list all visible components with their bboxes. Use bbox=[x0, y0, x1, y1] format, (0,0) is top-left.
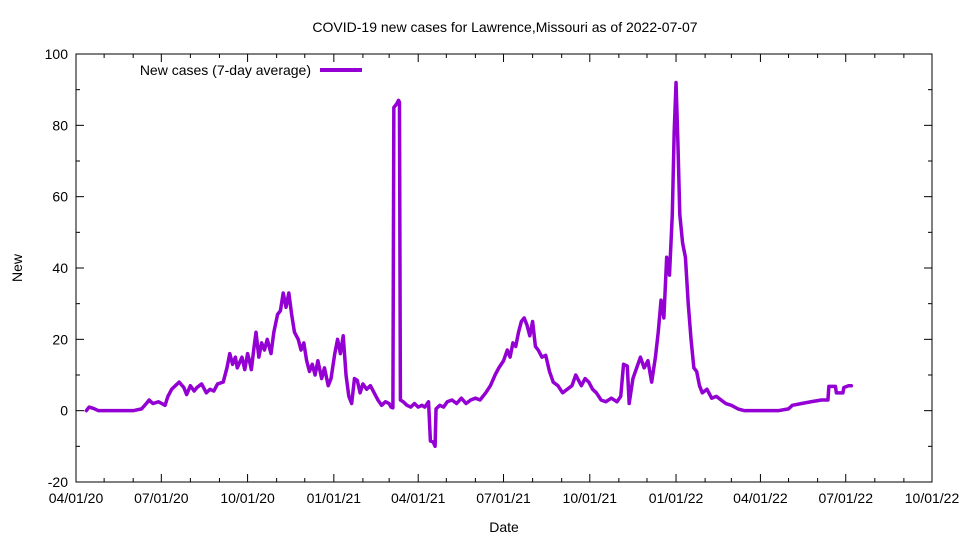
x-tick-label: 04/01/21 bbox=[391, 490, 446, 506]
plot-area-border bbox=[75, 53, 933, 483]
series-line-0 bbox=[84, 80, 854, 449]
x-tick-label: 07/01/21 bbox=[476, 490, 531, 506]
x-axis: 04/01/20 07/01/20 10/01/20 01/01/21 04/01/21… bbox=[49, 54, 960, 506]
x-tick-label: 04/01/20 bbox=[49, 490, 104, 506]
y-tick-label: 80 bbox=[52, 117, 68, 133]
legend: New cases (7-day average) bbox=[140, 62, 362, 78]
x-tick-label: 10/01/20 bbox=[220, 490, 275, 506]
legend-label-new-cases: New cases (7-day average) bbox=[140, 62, 311, 78]
series-layer bbox=[84, 80, 854, 449]
chart-title: COVID-19 new cases for Lawrence,Missouri… bbox=[312, 19, 697, 35]
y-tick-label: -20 bbox=[48, 474, 68, 490]
x-tick-label: 01/01/22 bbox=[649, 490, 704, 506]
y-axis: -20 0 20 40 60 80 100 bbox=[45, 46, 932, 490]
y-tick-label: 60 bbox=[52, 189, 68, 205]
x-tick-label: 10/01/22 bbox=[905, 490, 960, 506]
y-axis-label: New bbox=[9, 253, 25, 282]
x-tick-label: 04/01/22 bbox=[733, 490, 788, 506]
y-tick-label: 40 bbox=[52, 260, 68, 276]
y-tick-label: 20 bbox=[52, 331, 68, 347]
x-tick-label: 07/01/22 bbox=[818, 490, 873, 506]
x-tick-label: 01/01/21 bbox=[307, 490, 362, 506]
x-tick-label: 10/01/21 bbox=[563, 490, 618, 506]
y-tick-label: 0 bbox=[60, 403, 68, 419]
x-tick-label: 07/01/20 bbox=[134, 490, 189, 506]
x-axis-label: Date bbox=[489, 519, 519, 535]
y-tick-label: 100 bbox=[45, 46, 69, 62]
